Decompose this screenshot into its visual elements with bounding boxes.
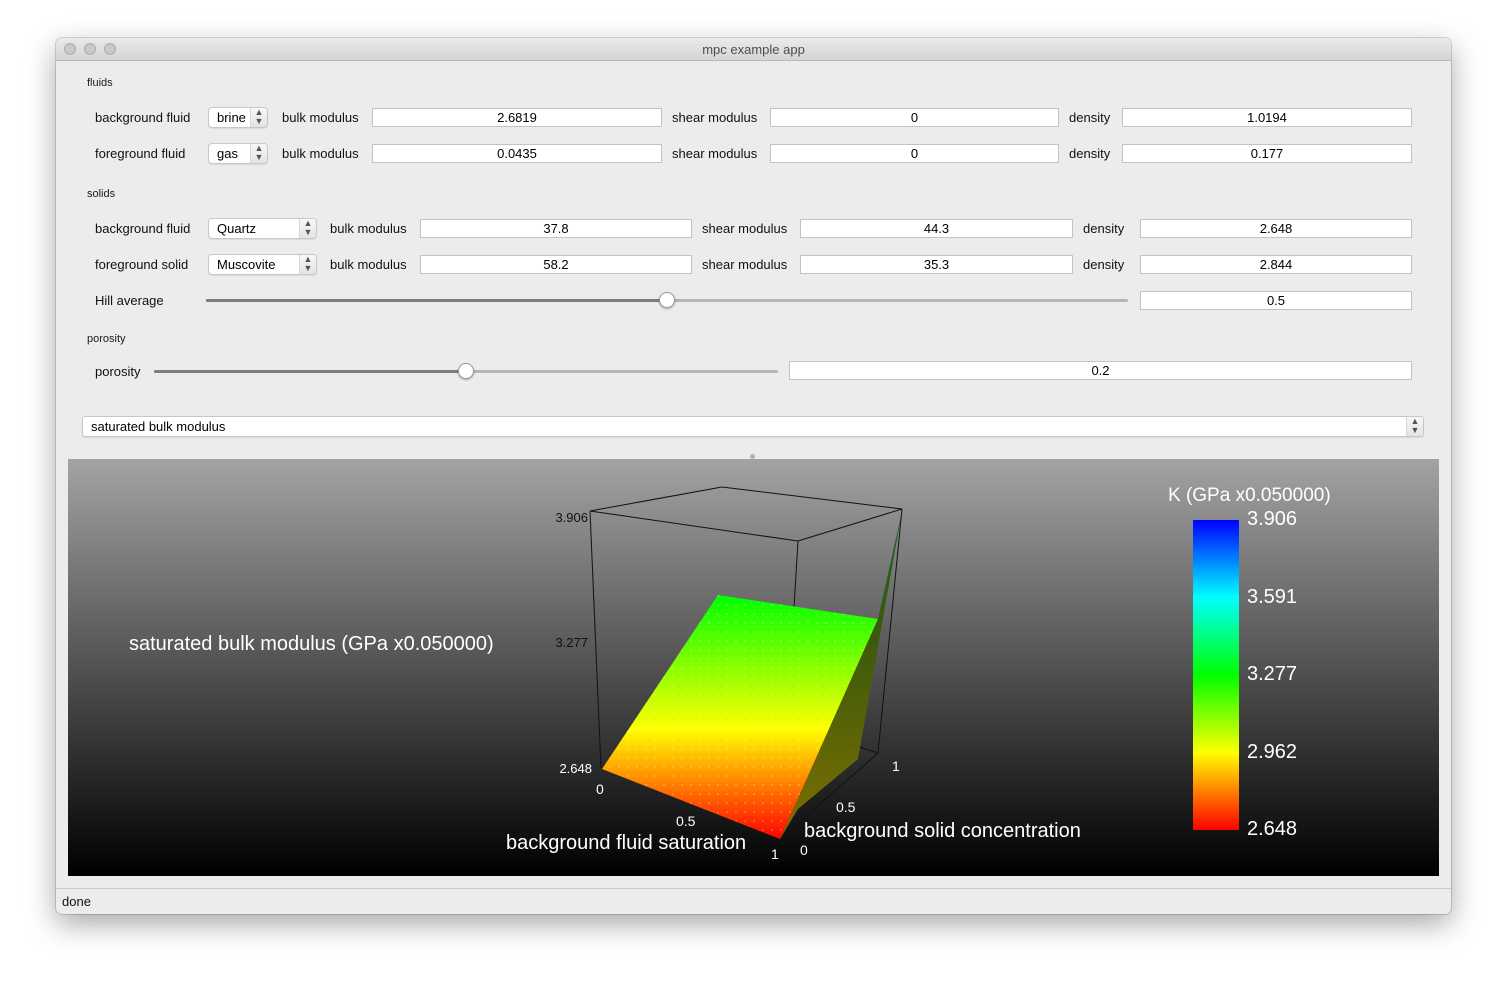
background-fluid-bulk-field[interactable]: 2.6819 bbox=[372, 108, 662, 127]
foreground-solid-label: foreground solid bbox=[95, 257, 189, 272]
legend-tick-label: 3.277 bbox=[1247, 663, 1297, 685]
hill-average-field[interactable]: 0.5 bbox=[1140, 291, 1412, 310]
background-fluid-select-value: brine bbox=[217, 110, 246, 125]
status-bar: done bbox=[56, 888, 1451, 914]
shear-modulus-label: shear modulus bbox=[672, 110, 758, 125]
3d-plot-view[interactable]: 3.906 3.277 2.648 saturated bulk modulus… bbox=[68, 459, 1439, 876]
chevron-updown-icon: ▲ ▼ bbox=[299, 219, 316, 238]
window-title: mpc example app bbox=[702, 42, 805, 57]
surface-plot bbox=[602, 511, 902, 839]
y-tick-label: 0 bbox=[800, 842, 808, 858]
x-axis-title: background fluid saturation bbox=[506, 832, 746, 854]
bulk-modulus-label: bulk modulus bbox=[282, 110, 359, 125]
porosity-field[interactable]: 0.2 bbox=[789, 361, 1412, 380]
foreground-solid-density-field[interactable]: 2.844 bbox=[1140, 255, 1412, 274]
x-axis: 0 0.5 1 background fluid saturation bbox=[506, 781, 779, 862]
background-solid-density-field[interactable]: 2.648 bbox=[1140, 219, 1412, 238]
porosity-slider-handle[interactable] bbox=[458, 363, 474, 379]
bulk-modulus-label: bulk modulus bbox=[330, 221, 407, 236]
bulk-modulus-label: bulk modulus bbox=[330, 257, 407, 272]
foreground-fluid-shear-field[interactable]: 0 bbox=[770, 144, 1059, 163]
y-axis-title: background solid concentration bbox=[804, 820, 1081, 842]
shear-modulus-label: shear modulus bbox=[702, 257, 788, 272]
chevron-updown-icon: ▲ ▼ bbox=[299, 255, 316, 274]
title-bar: mpc example app bbox=[56, 38, 1451, 61]
foreground-fluid-label: foreground fluid bbox=[95, 146, 186, 161]
shear-modulus-label: shear modulus bbox=[702, 221, 788, 236]
legend-colorbar bbox=[1193, 520, 1239, 830]
property-select-value: saturated bulk modulus bbox=[91, 419, 226, 434]
hill-average-slider-fill bbox=[206, 299, 667, 302]
hill-average-slider-handle[interactable] bbox=[659, 292, 675, 308]
splitter-handle[interactable] bbox=[750, 454, 755, 459]
density-label: density bbox=[1069, 146, 1111, 161]
background-solid-label: background fluid bbox=[95, 221, 191, 236]
foreground-solid-bulk-field[interactable]: 58.2 bbox=[420, 255, 692, 274]
color-legend: K (GPa x0.050000) 3.906 3.591 3.277 2.96… bbox=[1168, 485, 1331, 840]
density-label: density bbox=[1083, 257, 1125, 272]
app-window: mpc example app fluids background fluid … bbox=[56, 38, 1451, 914]
foreground-solid-select-value: Muscovite bbox=[217, 257, 276, 272]
legend-title: K (GPa x0.050000) bbox=[1168, 485, 1331, 506]
x-tick-label: 0.5 bbox=[676, 813, 696, 829]
chevron-updown-icon: ▲ ▼ bbox=[250, 108, 267, 127]
background-solid-select-value: Quartz bbox=[217, 221, 257, 236]
z-axis: 3.906 3.277 2.648 bbox=[555, 510, 592, 776]
foreground-fluid-select-value: gas bbox=[217, 146, 238, 161]
density-label: density bbox=[1083, 221, 1125, 236]
foreground-fluid-density-field[interactable]: 0.177 bbox=[1122, 144, 1412, 163]
porosity-slider-fill bbox=[154, 370, 466, 373]
background-fluid-label: background fluid bbox=[95, 110, 191, 125]
background-fluid-select[interactable]: brine ▲ ▼ bbox=[208, 107, 268, 128]
foreground-solid-shear-field[interactable]: 35.3 bbox=[800, 255, 1073, 274]
property-select[interactable]: saturated bulk modulus ▲ ▼ bbox=[82, 416, 1424, 437]
z-tick-label: 3.277 bbox=[555, 635, 588, 650]
foreground-solid-select[interactable]: Muscovite ▲ ▼ bbox=[208, 254, 317, 275]
legend-tick-label: 3.906 bbox=[1247, 508, 1297, 530]
x-tick-label: 1 bbox=[771, 846, 779, 862]
background-fluid-density-field[interactable]: 1.0194 bbox=[1122, 108, 1412, 127]
porosity-label: porosity bbox=[95, 364, 141, 379]
hill-average-label: Hill average bbox=[95, 293, 164, 308]
zoom-window-button[interactable] bbox=[104, 43, 116, 55]
background-solid-bulk-field[interactable]: 37.8 bbox=[420, 219, 692, 238]
z-axis-title: saturated bulk modulus (GPa x0.050000) bbox=[129, 633, 494, 655]
legend-tick-label: 3.591 bbox=[1247, 586, 1297, 608]
minimize-window-button[interactable] bbox=[84, 43, 96, 55]
background-solid-shear-field[interactable]: 44.3 bbox=[800, 219, 1073, 238]
close-window-button[interactable] bbox=[64, 43, 76, 55]
background-fluid-shear-field[interactable]: 0 bbox=[770, 108, 1059, 127]
foreground-fluid-bulk-field[interactable]: 0.0435 bbox=[372, 144, 662, 163]
y-axis: 1 0.5 0 background solid concentration bbox=[800, 758, 1081, 858]
chevron-updown-icon: ▲ ▼ bbox=[250, 144, 267, 163]
legend-tick-label: 2.962 bbox=[1247, 741, 1297, 763]
bulk-modulus-label: bulk modulus bbox=[282, 146, 359, 161]
foreground-fluid-select[interactable]: gas ▲ ▼ bbox=[208, 143, 268, 164]
y-tick-label: 1 bbox=[892, 758, 900, 774]
background-solid-select[interactable]: Quartz ▲ ▼ bbox=[208, 218, 317, 239]
fluids-section-label: fluids bbox=[87, 77, 113, 89]
y-tick-label: 0.5 bbox=[836, 799, 856, 815]
density-label: density bbox=[1069, 110, 1111, 125]
chevron-updown-icon: ▲ ▼ bbox=[1406, 417, 1423, 436]
shear-modulus-label: shear modulus bbox=[672, 146, 758, 161]
solids-section-label: solids bbox=[87, 188, 116, 200]
legend-tick-label: 2.648 bbox=[1247, 818, 1297, 840]
z-tick-label: 3.906 bbox=[555, 510, 588, 525]
z-tick-label: 2.648 bbox=[559, 761, 592, 776]
3d-plot-canvas: 3.906 3.277 2.648 saturated bulk modulus… bbox=[129, 485, 1331, 862]
porosity-section-label: porosity bbox=[87, 333, 126, 345]
x-tick-label: 0 bbox=[596, 781, 604, 797]
